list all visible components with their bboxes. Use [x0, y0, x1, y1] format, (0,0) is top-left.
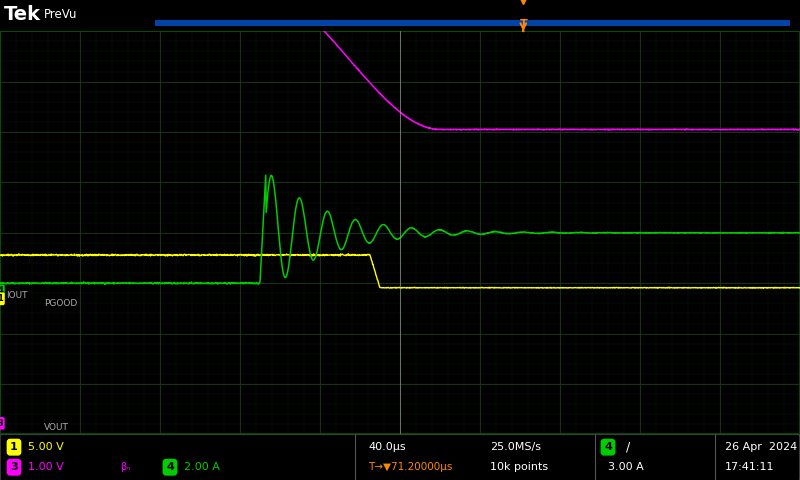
Text: VOUT: VOUT	[44, 423, 69, 432]
Text: Tek: Tek	[4, 4, 41, 24]
Text: 17:41:11: 17:41:11	[725, 462, 774, 472]
Text: 26 Apr  2024: 26 Apr 2024	[725, 442, 798, 452]
Text: 3: 3	[10, 462, 18, 472]
Text: T: T	[519, 19, 527, 29]
Text: 10k points: 10k points	[490, 462, 548, 472]
Text: 1.00 V: 1.00 V	[28, 462, 64, 472]
Text: /: /	[626, 441, 630, 454]
Text: 3.00 A: 3.00 A	[608, 462, 644, 472]
Text: 1: 1	[10, 442, 18, 452]
Text: 4: 4	[0, 286, 3, 295]
Text: 4: 4	[604, 442, 612, 452]
Text: IOUT: IOUT	[6, 291, 28, 300]
Text: T→▼71.20000μs: T→▼71.20000μs	[368, 462, 452, 472]
FancyBboxPatch shape	[0, 434, 800, 480]
Text: 3: 3	[0, 419, 3, 428]
Bar	[155, 20, 790, 26]
Text: 4: 4	[166, 462, 174, 472]
Text: PGOOD: PGOOD	[44, 299, 78, 308]
Text: βₙ: βₙ	[120, 462, 130, 472]
Text: 1: 1	[0, 294, 3, 303]
Text: 25.0MS/s: 25.0MS/s	[490, 442, 541, 452]
Text: 2.00 A: 2.00 A	[184, 462, 220, 472]
Text: 40.0μs: 40.0μs	[368, 442, 406, 452]
Text: PreVu: PreVu	[44, 8, 78, 21]
Text: 5.00 V: 5.00 V	[28, 442, 64, 452]
